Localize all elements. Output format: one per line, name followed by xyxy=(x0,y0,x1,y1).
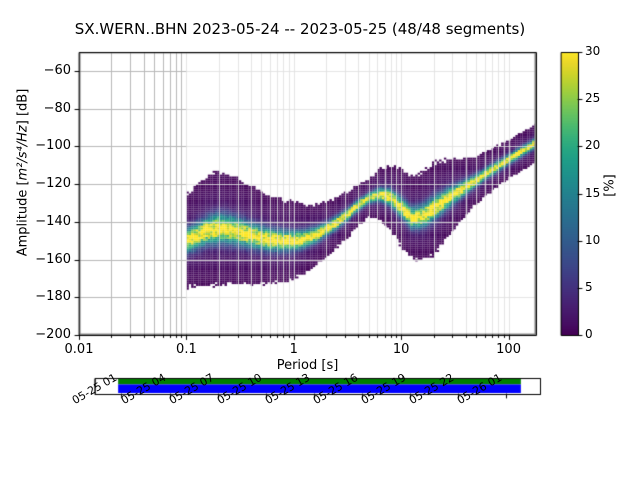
y-tick-label: −140 xyxy=(35,213,71,229)
y-tick-label: −100 xyxy=(35,138,71,154)
colorbar-label: [%] xyxy=(602,174,618,197)
y-tick-label: −180 xyxy=(35,289,71,305)
colorbar-tick-label: 15 xyxy=(585,185,601,200)
y-tick-label: −200 xyxy=(35,327,71,342)
x-tick-label: 1 xyxy=(289,342,298,357)
y-tick-label: −120 xyxy=(35,176,71,192)
y-tick-label: −80 xyxy=(43,100,71,116)
colorbar-tick-label: 30 xyxy=(585,44,601,58)
x-axis-label: Period [s] xyxy=(276,358,339,373)
colorbar-tick-label: 20 xyxy=(585,138,601,153)
x-tick-label: 100 xyxy=(496,342,521,357)
page-title: SX.WERN..BHN 2023-05-24 -- 2023-05-25 (4… xyxy=(74,20,526,38)
colorbar-tick-label: 25 xyxy=(585,91,601,106)
y-tick-label: −60 xyxy=(43,62,71,78)
colorbar-tick-label: 10 xyxy=(585,232,601,247)
x-tick-label: 0.1 xyxy=(176,342,197,357)
y-tick-label: −160 xyxy=(35,251,71,267)
colorbar-tick-label: 5 xyxy=(585,279,593,294)
x-tick-label: 0.01 xyxy=(64,342,94,357)
colorbar-tick-label: 0 xyxy=(585,327,593,341)
x-tick-label: 10 xyxy=(392,342,410,357)
